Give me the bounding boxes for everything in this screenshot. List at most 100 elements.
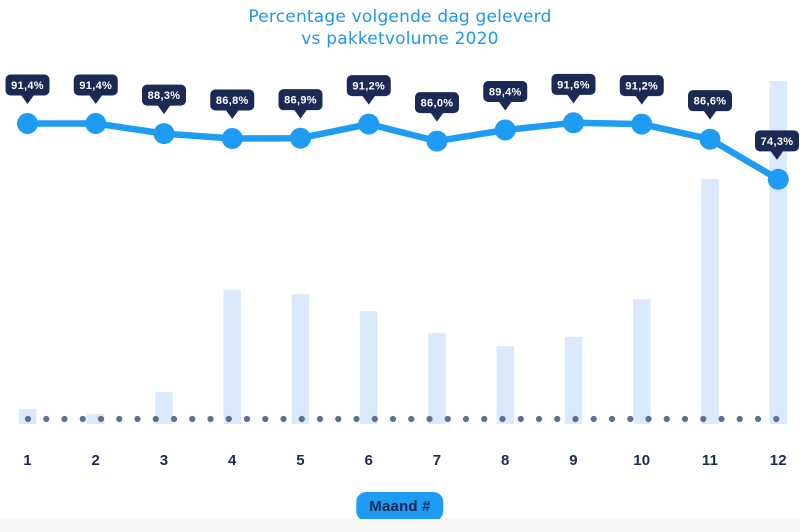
baseline-dot — [389, 415, 397, 423]
baseline-dot — [627, 415, 634, 423]
volume-bar — [428, 333, 446, 424]
line-point-marker — [153, 123, 175, 145]
baseline-dot — [152, 415, 159, 423]
month-tick-label: 10 — [633, 452, 651, 469]
baseline-dot — [225, 415, 232, 423]
baseline-dot — [280, 415, 287, 423]
baseline-dot — [243, 415, 251, 423]
data-label-value: 91,6% — [557, 79, 590, 91]
baseline-dot — [700, 415, 707, 423]
baseline-dot — [116, 415, 123, 423]
baseline-dot — [645, 415, 652, 423]
month-tick-label: 12 — [769, 452, 787, 469]
volume-bar — [633, 299, 651, 424]
data-label-badge — [142, 84, 186, 106]
baseline-dot — [462, 415, 470, 423]
baseline-dot — [97, 415, 105, 423]
baseline-dot — [572, 415, 579, 423]
data-label-value: 86,6% — [694, 96, 727, 108]
month-tick-label: 5 — [296, 452, 305, 469]
chart-title: Percentage volgende dag geleverd vs pakk… — [0, 6, 800, 50]
baseline-dot — [426, 415, 433, 423]
baseline-dot — [754, 415, 762, 423]
month-tick-label: 3 — [159, 452, 169, 469]
baseline-dot — [335, 415, 342, 423]
data-label-badge-tail — [567, 94, 580, 104]
baseline-dot — [773, 415, 780, 423]
baseline-dot — [499, 415, 506, 423]
data-label-value: 91,4% — [11, 80, 44, 92]
baseline-dot — [663, 415, 670, 423]
data-label-value: 86,0% — [421, 98, 454, 110]
baseline-dot — [262, 415, 269, 423]
baseline-dot — [535, 415, 543, 423]
page-bottom-strip — [0, 519, 800, 532]
data-label-badge-tail — [21, 94, 34, 104]
data-label-badge — [210, 89, 255, 111]
line-point-marker — [563, 112, 584, 134]
data-label-badge — [619, 75, 664, 97]
data-label-badge-tail — [362, 95, 376, 105]
data-label-badge-tail — [430, 112, 444, 122]
data-label-badge-tail — [635, 95, 649, 105]
data-label-value: 89,4% — [489, 87, 522, 99]
baseline-dot — [481, 415, 488, 423]
baseline-dot — [590, 415, 597, 423]
data-label-badge — [278, 89, 323, 111]
baseline-dot — [24, 415, 32, 423]
volume-bar — [496, 346, 514, 424]
combo-chart: 91,4% 91,4% 88,3% 86,8% 86,9% 91,2% 86,0% 89,4%… — [5, 73, 799, 424]
chart-title-line1: Percentage volgende dag geleverd — [248, 7, 552, 27]
volume-bar — [564, 336, 583, 424]
line-point-marker — [767, 168, 789, 190]
data-label-badge-tail — [703, 110, 717, 120]
baseline-dot — [207, 415, 214, 423]
line-point-marker — [221, 128, 243, 149]
line-point-marker — [85, 113, 107, 134]
baseline-dot — [353, 415, 360, 423]
chart-title-line2: vs pakketvolume 2020 — [301, 29, 499, 49]
volume-bar — [701, 179, 719, 424]
x-axis-title: Maand # — [369, 498, 431, 515]
baseline-dot — [189, 415, 196, 423]
x-axis-labels: 1 2 3 4 5 6 7 8 9 10 11 12 — [0, 452, 800, 474]
baseline-dot — [43, 415, 50, 423]
baseline-dot — [134, 415, 141, 423]
data-label-badge — [483, 81, 528, 103]
month-tick-label: 11 — [701, 452, 719, 469]
line-point-marker — [426, 130, 448, 152]
data-label-badge — [5, 74, 50, 96]
baseline-dot — [298, 415, 305, 423]
data-label-badge-tail — [89, 94, 103, 104]
data-label-badge — [415, 92, 459, 114]
baseline-dot — [681, 415, 689, 423]
data-label-badge — [73, 74, 118, 96]
baseline-dot — [79, 415, 86, 423]
data-label-value: 88,3% — [148, 90, 181, 102]
baseline-dot — [517, 415, 524, 423]
baseline-dot — [170, 415, 178, 423]
baseline-dot — [608, 415, 616, 423]
baseline-dot — [316, 415, 324, 423]
data-label-badge-tail — [294, 109, 307, 119]
data-label-badge-tail — [498, 101, 512, 111]
data-label-badge — [755, 130, 799, 152]
data-label-badge — [688, 90, 732, 112]
baseline-dot — [718, 415, 725, 423]
data-label-badge — [346, 75, 391, 97]
data-label-value: 86,8% — [216, 95, 249, 107]
line-point-marker — [699, 128, 721, 150]
month-tick-label: 4 — [227, 452, 237, 469]
baseline-dot — [408, 415, 415, 423]
baseline-dot — [554, 415, 561, 423]
month-tick-label: 1 — [23, 452, 32, 469]
baseline-dot — [444, 415, 451, 423]
data-label-value: 91,2% — [352, 81, 385, 93]
month-tick-label: 2 — [91, 452, 101, 469]
data-label-badge-tail — [157, 105, 171, 115]
data-label-badge-tail — [770, 150, 784, 160]
data-label-value: 74,3% — [761, 136, 794, 148]
month-tick-label: 8 — [500, 452, 510, 469]
month-tick-label: 6 — [364, 452, 374, 469]
